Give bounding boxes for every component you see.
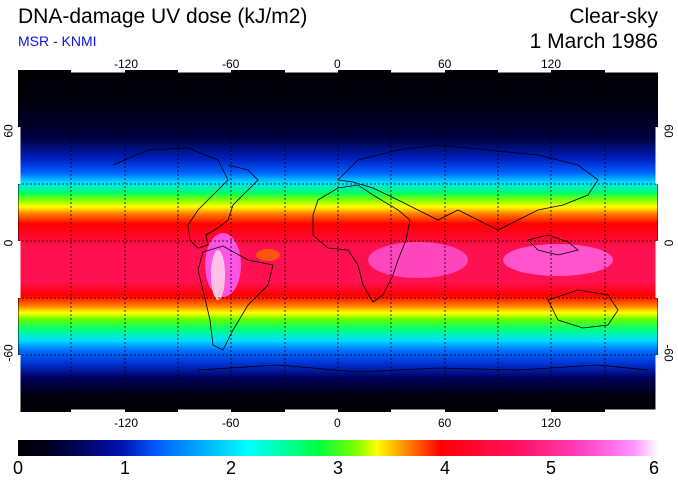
lat-tick-left: 0: [1, 239, 16, 247]
lon-tick-bottom: 120: [541, 416, 562, 430]
coastlines: [112, 144, 649, 373]
lat-tick-left: -60: [1, 344, 16, 362]
colorbar-tick: 3: [332, 458, 344, 478]
map-title: DNA-damage UV dose (kJ/m2): [18, 5, 308, 28]
lon-tick-top: -60: [222, 57, 240, 71]
sky-condition-label: Clear-sky: [569, 5, 658, 28]
colorbar-tick: 1: [119, 458, 131, 478]
lon-tick-top: 0: [334, 57, 341, 71]
lon-tick-top: 60: [438, 57, 452, 71]
high-dose-regions: [205, 233, 613, 300]
lat-tick-left: 60: [1, 124, 16, 138]
map-subtitle: MSR - KNMI: [18, 33, 97, 49]
graticule: [18, 70, 658, 412]
colorbar-tick: 2: [225, 458, 237, 478]
lat-tick-right: 0: [661, 239, 676, 247]
lon-tick-bottom: -60: [222, 416, 240, 430]
map-frame: [18, 70, 658, 412]
lon-tick-bottom: 60: [438, 416, 452, 430]
colorbar-tick: 6: [648, 458, 660, 478]
lat-tick-right: 60: [661, 124, 676, 138]
colorbar-tick: 4: [439, 458, 451, 478]
lon-tick-top: -120: [114, 57, 139, 71]
colorbar-tick: 0: [12, 458, 24, 478]
colorbar-tick: 5: [545, 458, 557, 478]
uv-dose-map: [18, 70, 658, 412]
lon-tick-top: 120: [541, 57, 562, 71]
lat-tick-right: -60: [661, 344, 676, 362]
lon-tick-bottom: 0: [334, 416, 341, 430]
date-label: 1 March 1986: [529, 30, 658, 53]
color-scale-bar: [18, 440, 658, 456]
lon-tick-bottom: -120: [114, 416, 139, 430]
